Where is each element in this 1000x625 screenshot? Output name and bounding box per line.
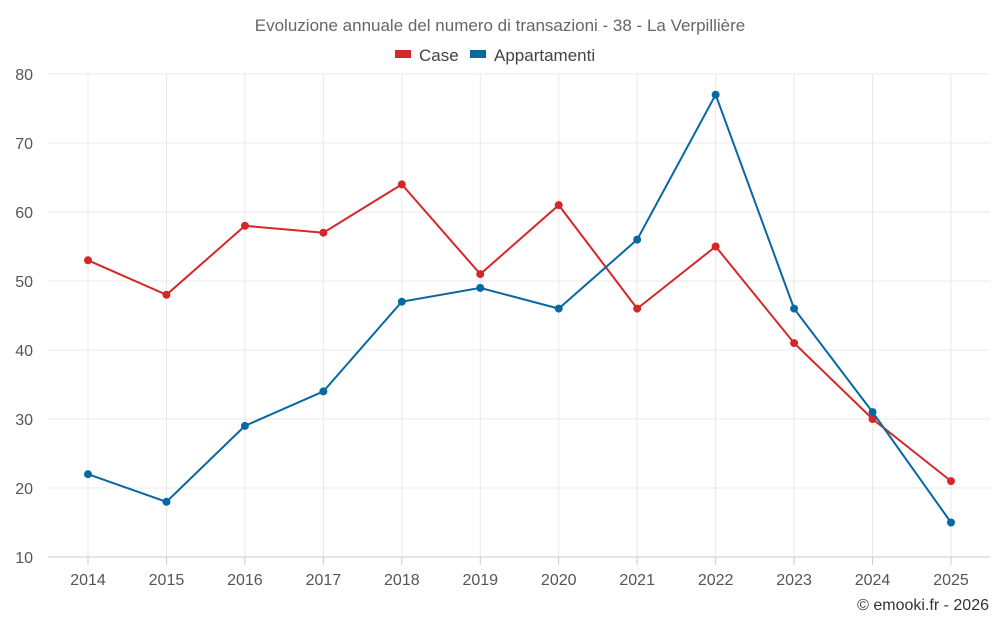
data-point-case[interactable]	[633, 304, 642, 313]
data-point-case[interactable]	[711, 242, 720, 251]
chart-title: Evoluzione annuale del numero di transaz…	[255, 16, 745, 35]
data-point-appartamenti[interactable]	[84, 470, 92, 479]
y-tick-label: 30	[15, 412, 33, 429]
data-point-appartamenti[interactable]	[790, 304, 799, 313]
data-point-appartamenti[interactable]	[162, 497, 171, 506]
y-tick-label: 40	[15, 343, 33, 360]
data-point-case[interactable]	[240, 221, 249, 230]
x-tick-label: 2023	[776, 572, 812, 589]
series-line-case[interactable]	[87, 183, 952, 482]
x-tick-label: 2014	[70, 572, 106, 589]
gridlines	[48, 73, 990, 557]
x-tick-label: 2017	[306, 572, 342, 589]
data-point-case[interactable]	[162, 290, 171, 299]
x-tick-label: 2025	[933, 572, 969, 589]
x-tick-label: 2016	[227, 572, 263, 589]
x-tick-label: 2021	[619, 572, 655, 589]
data-point-appartamenti[interactable]	[554, 304, 563, 313]
x-tick-label: 2015	[149, 572, 185, 589]
legend: Case Appartamenti	[395, 46, 595, 65]
y-tick-label: 60	[15, 205, 33, 222]
data-point-appartamenti[interactable]	[397, 297, 406, 306]
data-point-appartamenti[interactable]	[633, 235, 642, 244]
data-point-case[interactable]	[476, 270, 485, 279]
x-tick-label: 2024	[855, 572, 891, 589]
y-tick-label: 10	[15, 550, 33, 567]
legend-swatch-case[interactable]	[395, 50, 411, 58]
legend-label-appartamenti[interactable]: Appartamenti	[494, 46, 595, 65]
x-axis-ticks: 2014 2015 2016 2017 2018 2019 2020 2021 2022 2023…	[70, 557, 969, 589]
data-point-appartamenti[interactable]	[947, 518, 955, 527]
series-line-appartamenti[interactable]	[87, 92, 952, 524]
y-tick-label: 50	[15, 274, 33, 291]
data-point-appartamenti[interactable]	[711, 90, 720, 99]
data-point-case[interactable]	[868, 415, 877, 423]
data-point-appartamenti[interactable]	[319, 387, 328, 396]
data-point-case[interactable]	[319, 228, 328, 237]
y-tick-label: 20	[15, 481, 33, 498]
data-point-case[interactable]	[790, 339, 799, 348]
y-tick-label: 80	[15, 67, 33, 84]
x-tick-label: 2020	[541, 572, 577, 589]
data-point-appartamenti[interactable]	[240, 421, 249, 430]
x-tick-label: 2019	[462, 572, 498, 589]
data-point-case[interactable]	[84, 256, 92, 265]
credit-text: © emooki.fr - 2026	[857, 597, 989, 614]
legend-label-case[interactable]: Case	[419, 46, 459, 65]
series	[84, 90, 955, 527]
legend-swatch-appartamenti[interactable]	[470, 50, 486, 58]
data-point-case[interactable]	[947, 477, 955, 486]
data-point-case[interactable]	[554, 201, 563, 210]
x-tick-label: 2018	[384, 572, 420, 589]
x-tick-label: 2022	[698, 572, 734, 589]
y-axis-ticks: 10 20 30 40 50 60 70 80	[15, 67, 33, 567]
data-point-appartamenti[interactable]	[476, 283, 485, 292]
data-point-appartamenti[interactable]	[868, 408, 877, 417]
data-point-case[interactable]	[397, 180, 406, 189]
y-tick-label: 70	[15, 136, 33, 153]
